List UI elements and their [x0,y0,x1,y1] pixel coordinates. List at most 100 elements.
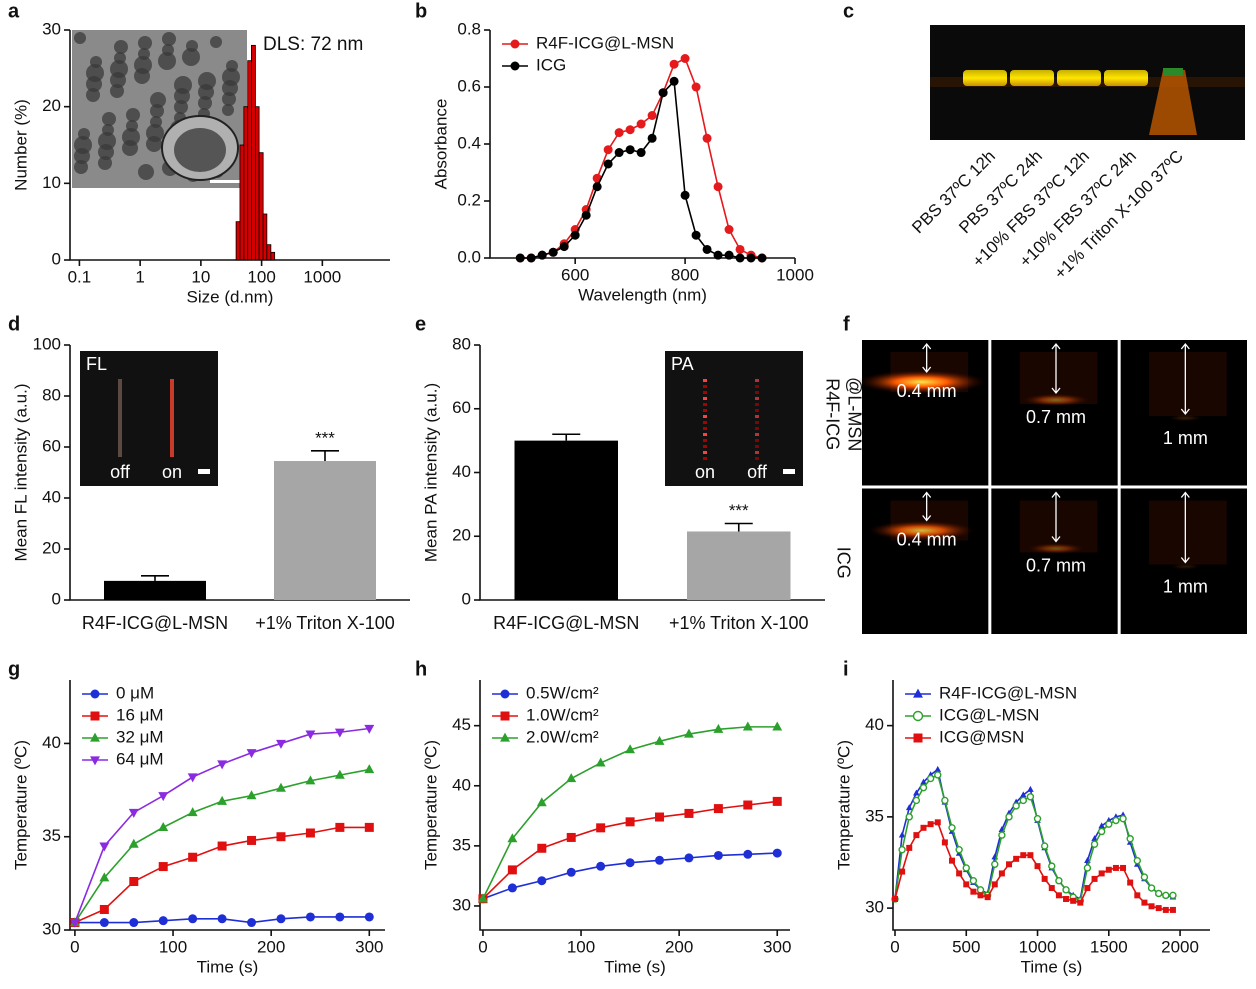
marker [625,858,635,868]
tem-particle [222,104,234,116]
y-axis-label: Mean FL intensity (a.u.) [11,384,30,562]
marker [742,721,753,731]
marker [1027,785,1034,792]
y-axis-label: Absorbance [431,99,450,190]
marker [920,824,927,831]
marker [364,912,374,922]
marker [625,125,635,135]
y-tick-label: 0.0 [457,247,481,266]
tem-particle [122,128,140,146]
y-tick-label: 0.6 [457,76,481,95]
marker [757,253,767,263]
tem-particle [110,60,128,78]
marker [984,894,991,901]
tem-particle [198,72,216,90]
marker [566,867,576,877]
marker [647,111,657,120]
marker [724,250,734,260]
tem-particle [162,44,174,56]
tem-particle [98,132,116,150]
tem-particle [74,32,86,44]
error-bar [552,433,581,441]
x-tick-label: 10 [191,267,210,286]
marker [927,821,934,828]
marker [129,918,139,928]
marker [680,54,690,63]
marker [603,145,613,155]
marker [669,76,679,86]
legend-label: 0 μM [116,683,154,702]
marker [934,771,942,779]
marker [90,732,100,742]
inset-lane-spot [703,439,707,442]
y-tick-label: 80 [42,385,61,404]
marker [905,813,913,821]
x-tick-label: R4F-ICG@L-MSN [82,613,228,633]
depth-label: 1 mm [1163,428,1208,448]
marker [335,912,345,922]
marker [614,148,624,158]
marker [566,832,576,842]
marker [537,876,547,886]
inset-lane-spot [703,457,707,460]
tem-particle [146,124,164,142]
y-tick-label: 20 [42,96,61,115]
marker [1154,889,1163,898]
marker [977,892,984,899]
inset-lane-spot [703,379,707,382]
marker [898,831,906,838]
y-tick-label: 0.4 [457,133,481,152]
inset-lane-spot [703,415,707,418]
marker [1041,875,1048,882]
marker [713,182,723,192]
marker [217,795,228,805]
marker [158,792,169,802]
depth-label: 0.4 mm [897,381,957,401]
legend-label: ICG@MSN [939,727,1024,746]
histogram-bar [270,251,276,261]
marker [1055,892,1062,899]
tem-particle [162,32,176,46]
marker [1077,899,1084,906]
x-tick-label: R4F-ICG@L-MSN [493,613,639,633]
marker [1126,835,1134,843]
marker [90,756,100,766]
histogram-bar [251,44,256,261]
marker [998,870,1005,877]
marker [913,789,920,796]
marker [276,914,286,924]
marker [1112,864,1119,871]
marker [1147,884,1156,892]
x-tick-label: +1% Triton X-100 [669,613,809,633]
tem-particle [138,48,150,60]
legend-label: 32 μM [116,727,164,746]
tem-particle [126,108,140,122]
tem-particle [78,128,90,140]
tem-particle [182,48,200,66]
significance: *** [315,428,335,447]
marker [684,808,694,818]
marker [526,253,536,263]
inset-lane-spot [755,439,759,442]
marker [188,914,198,924]
marker [595,757,606,767]
marker [746,253,756,263]
legend-label: ICG [536,55,566,74]
tem-particle [126,120,138,132]
tem-particle [114,40,128,54]
y-tick-label: 20 [452,526,471,545]
tem-particle [90,56,102,68]
x-tick-label: 300 [763,937,791,956]
marker [1012,802,1020,810]
marker [926,774,935,783]
legend-label: 1.0W/cm² [526,705,599,724]
y-tick-label: 40 [452,462,471,481]
marker [99,904,109,914]
marker [898,846,906,854]
inset-lane-spot [755,379,759,382]
y-tick-label: 40 [42,487,61,506]
gel-band [1163,68,1183,76]
x-tick-label: 200 [257,937,285,956]
marker [247,918,257,928]
marker [217,760,228,770]
